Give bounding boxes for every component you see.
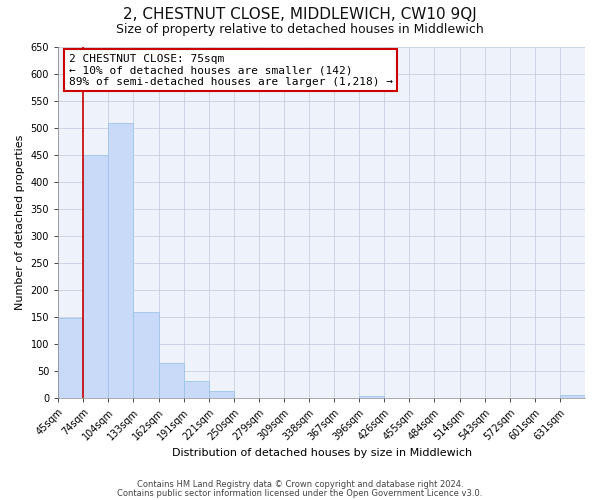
Bar bbox=[83, 154, 109, 398]
Bar bbox=[184, 380, 209, 398]
Bar bbox=[359, 396, 385, 398]
X-axis label: Distribution of detached houses by size in Middlewich: Distribution of detached houses by size … bbox=[172, 448, 472, 458]
Text: Contains HM Land Registry data © Crown copyright and database right 2024.: Contains HM Land Registry data © Crown c… bbox=[137, 480, 463, 489]
Y-axis label: Number of detached properties: Number of detached properties bbox=[15, 134, 25, 310]
Bar bbox=[158, 363, 184, 398]
Bar bbox=[58, 318, 83, 398]
Text: Contains public sector information licensed under the Open Government Licence v3: Contains public sector information licen… bbox=[118, 488, 482, 498]
Text: Size of property relative to detached houses in Middlewich: Size of property relative to detached ho… bbox=[116, 22, 484, 36]
Text: 2, CHESTNUT CLOSE, MIDDLEWICH, CW10 9QJ: 2, CHESTNUT CLOSE, MIDDLEWICH, CW10 9QJ bbox=[123, 8, 477, 22]
Bar bbox=[109, 124, 133, 398]
Bar bbox=[133, 312, 158, 398]
Text: 2 CHESTNUT CLOSE: 75sqm
← 10% of detached houses are smaller (142)
89% of semi-d: 2 CHESTNUT CLOSE: 75sqm ← 10% of detache… bbox=[69, 54, 393, 86]
Bar bbox=[209, 392, 234, 398]
Bar bbox=[560, 395, 585, 398]
